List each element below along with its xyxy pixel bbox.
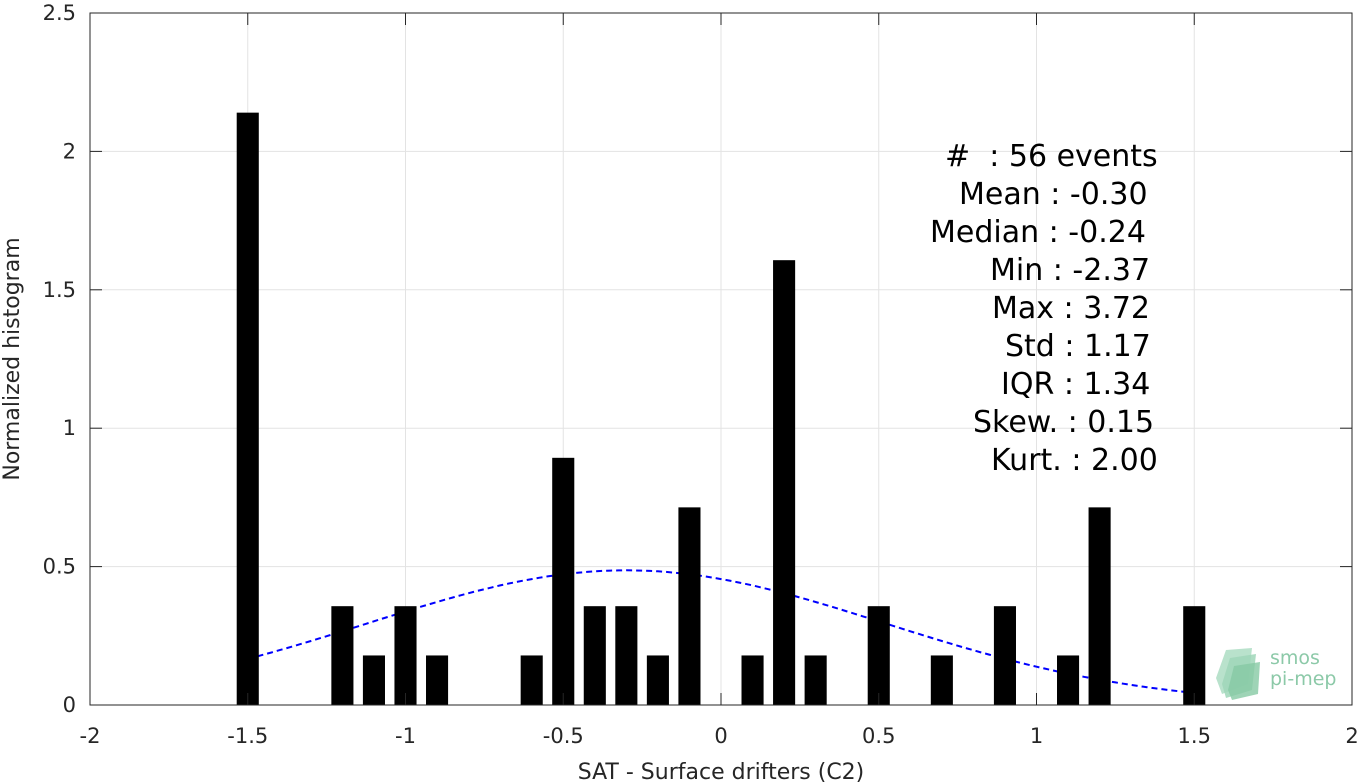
x-tick-label: -1 [395,724,416,748]
x-tick-label: -1.5 [227,724,268,748]
histogram-bar [1088,507,1111,705]
histogram-bar [236,112,259,705]
y-tick-label: 0 [63,693,76,717]
ticks-layer: -2 -1.5 -1 -0.5 0 0.5 1 1.5 2 0 0.5 1 1.5 2 2.5 [43,1,1359,748]
x-tick-label: -0.5 [543,724,584,748]
histogram-bar [583,606,606,705]
stat-mean: Mean : -0.30 [959,177,1148,212]
histogram-bar [1183,606,1206,705]
stat-std: Std : 1.17 [1005,329,1151,364]
histogram-bar [930,655,953,705]
stat-events: # : 56 events [945,139,1158,174]
y-tick-label: 2 [63,139,76,163]
histogram-bar [741,655,764,705]
histogram-bar [426,655,449,705]
logo-text-pi-mep: pi-mep [1270,668,1337,690]
x-axis-label: SAT - Surface drifters (C2) [578,760,865,784]
histogram-bar [362,655,385,705]
smos-pi-mep-logo: smos pi-mep [1212,644,1352,700]
y-tick-label: 1.5 [43,278,76,302]
logo-text-smos: smos [1270,647,1320,669]
histogram-bar [867,606,890,705]
stat-median: Median : -0.24 [930,215,1146,250]
histogram-bar [646,655,669,705]
histogram-bar [804,655,827,705]
grid-lines [90,13,1352,705]
x-tick-label: 2 [1345,724,1358,748]
x-tick-label: -2 [80,724,101,748]
histogram-bar [331,606,354,705]
y-axis-label: Normalized histogram [0,237,25,480]
x-tick-label: 0 [714,724,727,748]
y-tick-label: 0.5 [43,555,76,579]
bars-layer [236,112,1206,705]
histogram-bar [773,260,796,705]
statistics-box: # : 56 events Mean : -0.30 Median : -0.2… [890,138,1170,480]
histogram-bar [1057,655,1080,705]
histogram-bar [993,606,1016,705]
stat-max: Max : 3.72 [992,291,1150,326]
stat-min: Min : -2.37 [990,253,1151,288]
histogram-bar [678,507,701,705]
x-tick-label: 1.5 [1178,724,1211,748]
histogram-bar [520,655,543,705]
histogram-bar [552,457,575,705]
x-tick-label: 1 [1030,724,1043,748]
y-tick-label: 1 [63,416,76,440]
histogram-bar [615,606,638,705]
histogram-bar [394,606,417,705]
logo-mark-icon [1216,648,1260,700]
x-tick-label: 0.5 [862,724,895,748]
y-tick-label: 2.5 [43,1,76,25]
stat-iqr: IQR : 1.34 [1001,367,1151,402]
stat-skew: Skew. : 0.15 [973,405,1155,440]
stat-kurt: Kurt. : 2.00 [991,443,1158,478]
